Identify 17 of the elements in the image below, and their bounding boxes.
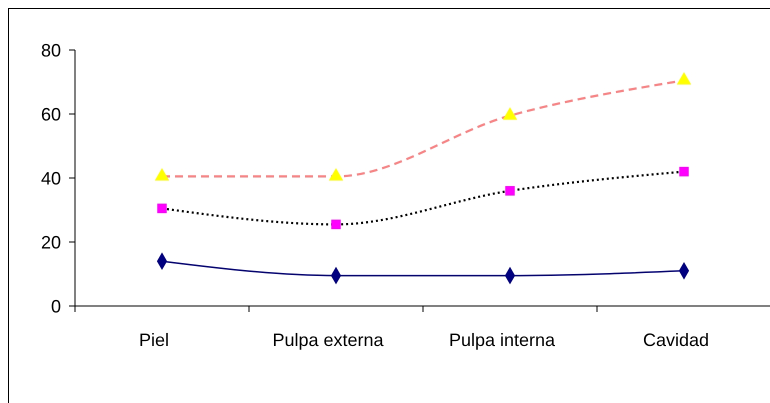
point: [154, 168, 170, 181]
point: [505, 186, 515, 196]
x-tick-label: Cavidad: [642, 330, 710, 350]
y-tick-label: 40: [40, 168, 61, 188]
point: [157, 204, 167, 214]
y-tick-label: 80: [40, 40, 61, 60]
x-tick-label: Pulpa externa: [272, 330, 385, 350]
x-tick-label: Piel: [138, 330, 170, 350]
point: [679, 166, 689, 176]
point: [502, 107, 518, 120]
point: [331, 220, 341, 230]
point: [328, 168, 344, 181]
y-tick-label: 60: [40, 104, 61, 124]
x-tick-label: Pulpa interna: [448, 330, 556, 350]
y-tick-label: 20: [40, 232, 61, 252]
y-tick-label: 0: [50, 296, 61, 316]
point: [676, 72, 692, 85]
